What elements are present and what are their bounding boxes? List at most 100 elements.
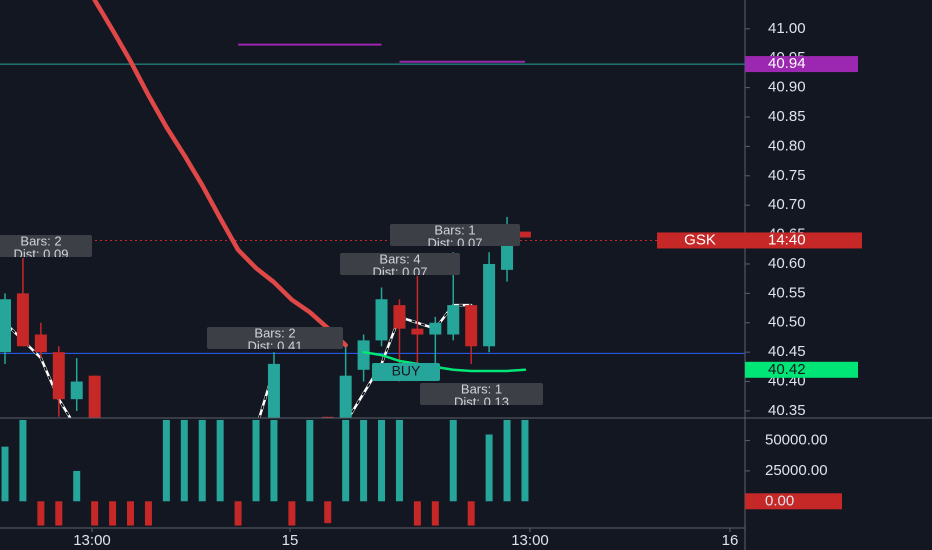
last-tag xyxy=(657,232,862,249)
volume-bar xyxy=(73,470,81,502)
ma_red-line xyxy=(92,0,348,348)
ma_green-line xyxy=(362,350,527,373)
annotation-title: Bars: 2 xyxy=(20,233,61,248)
volume-bar xyxy=(503,419,511,502)
candle-body xyxy=(321,416,334,418)
volume-tag xyxy=(745,493,842,510)
y-tick-label: 40.75 xyxy=(768,167,806,184)
volume-bar xyxy=(216,419,224,502)
volume-bar xyxy=(162,419,170,502)
y-tick-label: 40.35 xyxy=(768,402,806,419)
annotation-title: Bars: 1 xyxy=(434,222,475,237)
candle-body xyxy=(16,293,29,347)
annotation-box xyxy=(0,235,92,257)
annotation-box xyxy=(207,327,343,349)
volume-bar xyxy=(198,419,206,502)
volume-bar xyxy=(252,419,260,502)
y-tick-label: 40.55 xyxy=(768,284,806,301)
annotation-box xyxy=(420,383,543,405)
volume-bar xyxy=(37,501,45,526)
volume-bar xyxy=(342,419,350,502)
volume-bar xyxy=(395,419,403,502)
y-tick-label: 40.45 xyxy=(768,343,806,360)
price-tag-label: 40.94 xyxy=(768,55,806,72)
annotation-box xyxy=(340,253,460,275)
y-tick-label: 40.70 xyxy=(768,196,806,213)
candle-body xyxy=(465,305,478,347)
y-tick-label: 40.50 xyxy=(768,314,806,331)
volume-bar xyxy=(467,501,475,526)
volume-bar xyxy=(324,501,332,524)
candle-body xyxy=(88,375,101,418)
annotation-title: Bars: 2 xyxy=(254,325,295,340)
volume-bar xyxy=(109,501,117,526)
volume-bar xyxy=(378,419,386,502)
last-symbol: GSK xyxy=(684,231,716,248)
candle-body xyxy=(518,231,531,238)
x-tick-label: 13:00 xyxy=(511,532,549,549)
candle-body xyxy=(52,352,65,400)
price-tag-label: 40.42 xyxy=(768,361,806,378)
volume-bar xyxy=(288,501,296,526)
x-tick-label: 13:00 xyxy=(73,532,111,549)
volume-bar xyxy=(234,501,242,526)
annotation-title: Bars: 4 xyxy=(379,251,420,266)
volume-bar xyxy=(91,501,99,526)
volume-bar xyxy=(449,419,457,502)
x-tick-label: 16 xyxy=(722,532,739,549)
candle-body xyxy=(375,299,388,341)
y-tick-label: 40.60 xyxy=(768,255,806,272)
candle-body xyxy=(411,328,424,335)
volume-bar xyxy=(127,501,135,526)
y2-tick-label: 0.00 xyxy=(765,492,794,509)
candle-body xyxy=(267,363,280,418)
volume-bar xyxy=(144,501,152,526)
price-tag xyxy=(745,361,858,378)
candle-body xyxy=(339,375,352,418)
candle-body xyxy=(393,305,406,329)
buy-label: BUY xyxy=(392,363,421,379)
annotation-detail: Dist: 0.07 xyxy=(428,235,483,250)
volume-bar xyxy=(521,419,529,502)
volume-bar xyxy=(270,419,278,502)
candle-body xyxy=(429,322,442,335)
volume-bar xyxy=(360,419,368,502)
y-tick-label: 41.00 xyxy=(768,20,806,37)
annotation-detail: Dist: 0.13 xyxy=(454,394,509,409)
buy-box xyxy=(372,363,440,381)
volume-bar xyxy=(431,501,439,526)
candle-body xyxy=(447,305,460,335)
y-tick-label: 40.85 xyxy=(768,108,806,125)
last-time: 14:40 xyxy=(768,231,806,248)
y2-tick-label: 50000.00 xyxy=(765,432,828,449)
x-tick-label: 15 xyxy=(282,532,299,549)
y-tick-label: 40.90 xyxy=(768,79,806,96)
volume-bar xyxy=(485,434,493,502)
volume-bar xyxy=(413,501,421,526)
y2-tick-label: 25000.00 xyxy=(765,462,828,479)
volume-bar xyxy=(1,446,9,502)
volume-bar xyxy=(19,419,27,502)
annotation-detail: Dist: 0.07 xyxy=(373,264,428,279)
annotation-title: Bars: 1 xyxy=(461,381,502,396)
annotation-detail: Dist: 0.09 xyxy=(14,246,69,261)
volume-pane xyxy=(1,419,529,526)
volume-bar xyxy=(180,419,188,502)
candle-body xyxy=(70,381,83,400)
candle-body xyxy=(483,263,496,347)
candle-body xyxy=(34,334,47,353)
volume-bar xyxy=(306,419,314,502)
y-tick-label: 40.80 xyxy=(768,137,806,154)
candle-body xyxy=(357,340,370,370)
candle-body xyxy=(0,299,11,353)
annotation-detail: Dist: 0.41 xyxy=(248,338,303,353)
volume-bar xyxy=(55,501,63,526)
